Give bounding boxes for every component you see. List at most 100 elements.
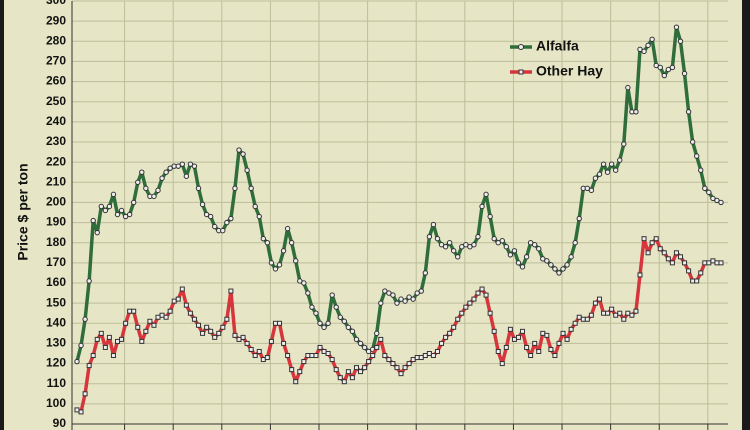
point [329, 357, 335, 363]
point [491, 328, 497, 334]
point [459, 310, 465, 316]
point [317, 320, 323, 326]
y-tick-label: 110 [47, 376, 67, 390]
point [224, 316, 230, 322]
point [333, 367, 339, 373]
point [556, 340, 562, 346]
legend-marker [518, 44, 524, 50]
point [272, 266, 279, 272]
point [305, 290, 311, 296]
point [718, 199, 724, 206]
point [653, 236, 659, 242]
point [264, 355, 270, 361]
legend-label: Alfalfa [536, 38, 579, 54]
point [236, 147, 242, 153]
point [139, 169, 145, 175]
point [159, 312, 165, 318]
point [524, 344, 530, 350]
point [693, 153, 700, 159]
point [143, 185, 149, 192]
point [135, 179, 141, 185]
point [455, 316, 461, 322]
point [665, 256, 671, 262]
point [592, 300, 598, 306]
point [390, 292, 396, 298]
point [471, 296, 477, 302]
point [604, 169, 611, 175]
point [345, 369, 351, 375]
point [669, 260, 675, 266]
point [584, 316, 590, 322]
point [200, 330, 206, 336]
point [398, 371, 404, 377]
point [605, 310, 611, 316]
point [430, 353, 436, 359]
y-tick-label: 140 [46, 315, 66, 329]
point [487, 310, 493, 316]
point [621, 316, 627, 322]
point [592, 175, 599, 181]
point [519, 264, 526, 270]
point [187, 161, 194, 167]
point [418, 355, 424, 361]
chart-background [4, 0, 742, 430]
point [613, 312, 619, 318]
point [171, 298, 177, 304]
point [228, 215, 234, 222]
point [374, 330, 380, 337]
series-line [75, 25, 722, 362]
point [224, 219, 230, 226]
point [596, 171, 603, 177]
point [702, 185, 708, 192]
point [370, 353, 376, 359]
point [552, 266, 558, 272]
point [694, 278, 700, 284]
point [175, 163, 181, 169]
point [175, 296, 181, 302]
point [90, 217, 96, 224]
point [714, 260, 720, 266]
point [491, 235, 497, 242]
point [199, 201, 206, 208]
point [475, 233, 481, 240]
point [503, 344, 509, 350]
point [118, 207, 125, 214]
point [568, 254, 574, 260]
point [685, 109, 692, 115]
point [467, 300, 473, 306]
point [527, 240, 534, 246]
point [520, 328, 526, 334]
point [686, 268, 692, 274]
point [167, 308, 173, 314]
point [434, 348, 440, 354]
y-tick-label: 250 [46, 94, 66, 108]
point [410, 296, 416, 302]
point [325, 320, 331, 326]
point [220, 227, 226, 234]
point [710, 258, 716, 264]
point [317, 344, 323, 350]
point [256, 348, 262, 354]
point [240, 334, 246, 340]
y-tick-label: 170 [46, 255, 66, 269]
point [475, 290, 481, 296]
point [244, 340, 250, 346]
point [641, 236, 647, 242]
point [657, 246, 663, 252]
point [487, 213, 493, 220]
point [260, 357, 266, 363]
point [159, 175, 165, 181]
point [366, 359, 372, 365]
point [151, 322, 157, 328]
point [301, 280, 307, 286]
point [212, 334, 218, 340]
point [511, 248, 518, 254]
point [426, 233, 433, 240]
point [394, 300, 400, 306]
point [390, 361, 396, 367]
point [358, 369, 364, 375]
point [216, 330, 222, 336]
point [98, 330, 104, 336]
